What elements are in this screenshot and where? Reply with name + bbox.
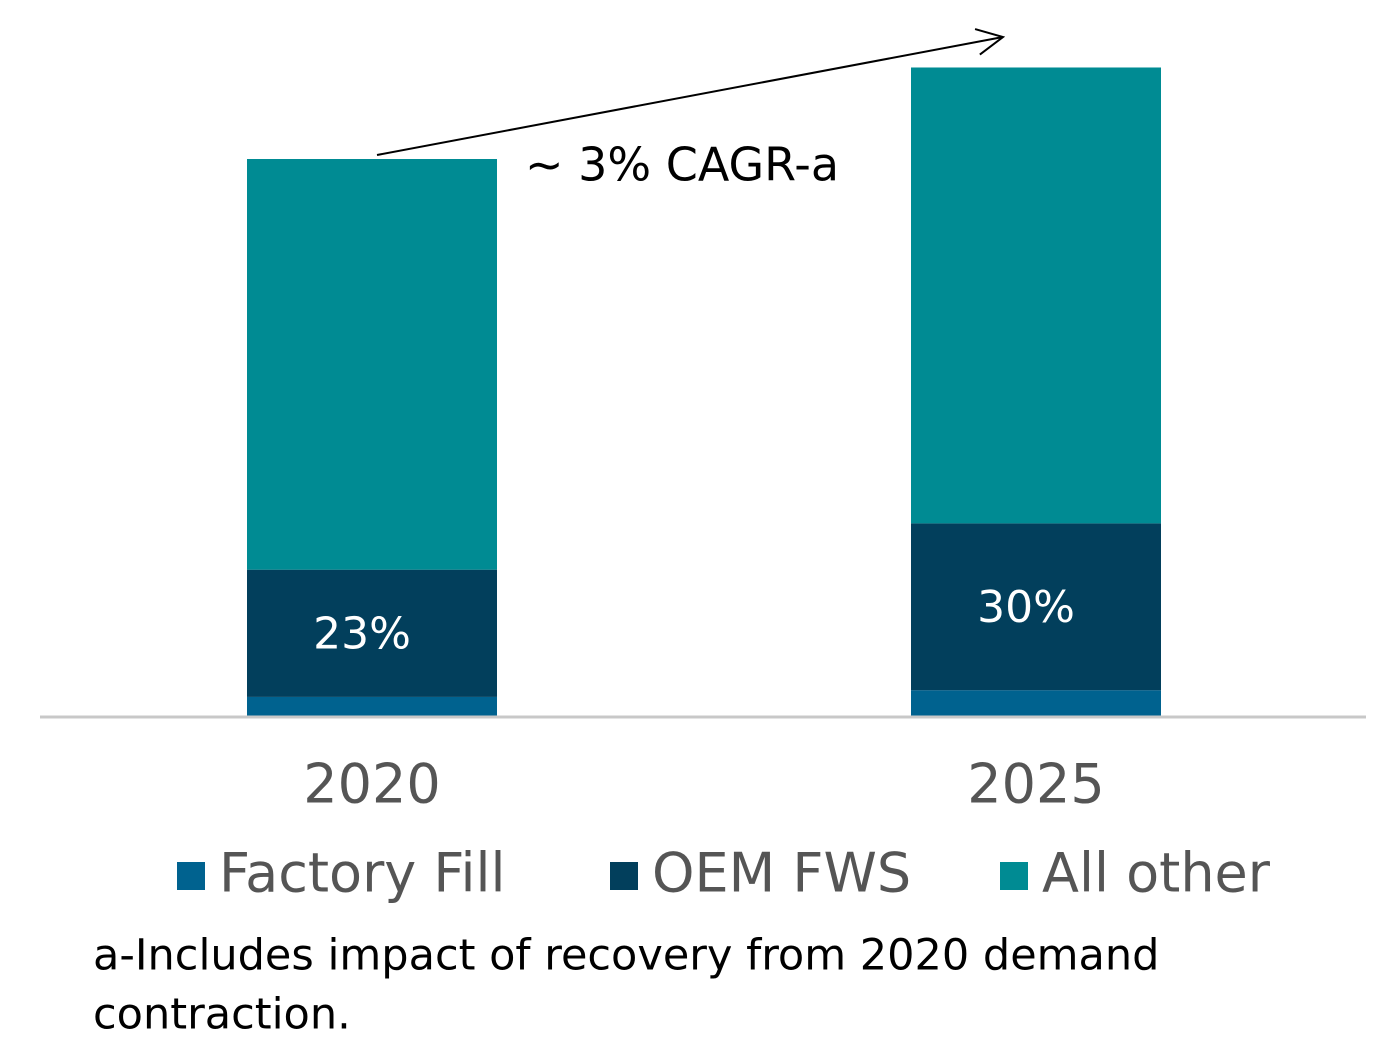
legend-label: All other	[1042, 842, 1271, 905]
footnote: a-Includes impact of recovery from 2020 …	[93, 931, 1159, 981]
annotation: ~ 3% CAGR-a	[525, 138, 839, 192]
x-tick-label: 2025	[967, 753, 1104, 816]
legend-swatch	[177, 862, 205, 890]
legend-label: Factory Fill	[219, 842, 506, 905]
cagr-arrow	[376, 37, 1003, 156]
bar-segment	[911, 690, 1161, 717]
bar-segment	[911, 523, 1161, 691]
data-label: 23%	[313, 608, 411, 659]
legend-swatch	[1000, 862, 1028, 890]
bar-segment	[247, 696, 497, 717]
data-label: 30%	[977, 582, 1075, 633]
bar-segment	[247, 569, 497, 697]
bar-segment	[247, 159, 497, 570]
footnote: contraction.	[93, 990, 351, 1040]
bar-segment	[911, 67, 1161, 524]
legend-label: OEM FWS	[652, 842, 911, 905]
x-tick-label: 2020	[303, 753, 440, 816]
legend-swatch	[610, 862, 638, 890]
